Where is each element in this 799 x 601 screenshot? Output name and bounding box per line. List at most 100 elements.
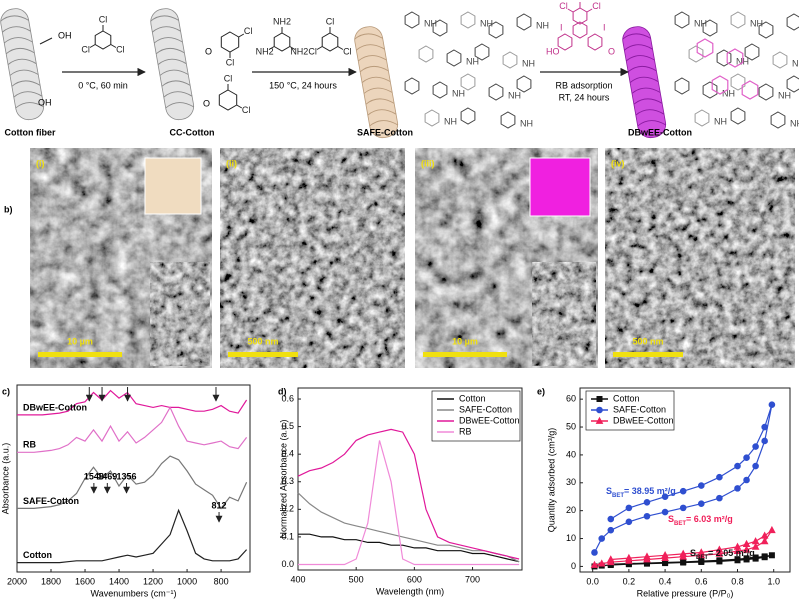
y-tick-label: 10 xyxy=(566,533,576,543)
x-tick-label: 600 xyxy=(407,574,422,584)
atom-label: O xyxy=(205,46,212,56)
fiber-stripe xyxy=(635,109,665,116)
fiber-stripe xyxy=(163,91,193,98)
atom-label: Cl xyxy=(242,105,251,115)
ring xyxy=(418,45,434,63)
y-tick-label: 0.6 xyxy=(281,393,294,403)
series-line xyxy=(17,389,248,416)
x-axis-label: Wavelength (nm) xyxy=(376,586,444,596)
bond xyxy=(316,46,323,50)
bond xyxy=(268,46,275,50)
step-label: DBwEE-Cotton xyxy=(628,127,692,137)
micrograph xyxy=(220,148,405,368)
marker xyxy=(734,556,741,563)
series-line xyxy=(17,508,248,564)
legend-label: SAFE-Cotton xyxy=(459,404,512,414)
fiber-stripe xyxy=(627,65,657,73)
x-tick-label: 1400 xyxy=(109,576,129,586)
ring xyxy=(694,109,710,127)
fiber-stripe xyxy=(7,58,37,65)
fiber-stripe xyxy=(2,26,31,33)
marker xyxy=(760,531,769,539)
atom-label: Cl xyxy=(326,16,335,26)
bond xyxy=(238,33,245,38)
x-tick-label: 1000 xyxy=(177,576,197,586)
bond xyxy=(586,8,593,13)
fiber-stripe xyxy=(363,87,393,94)
legend-label: DBwEE-Cotton xyxy=(459,415,520,425)
atom-label: NH xyxy=(790,118,799,128)
fiber-stripe xyxy=(357,55,387,62)
ring xyxy=(488,21,504,39)
y-tick-label: 0.5 xyxy=(281,421,294,431)
marker xyxy=(761,553,768,560)
x-tick-label: 0.8 xyxy=(731,576,744,586)
scale-bar-label: 10 µm xyxy=(67,336,93,346)
fiber-stripe xyxy=(3,37,33,44)
annotation-part: = 6.03 m²/g xyxy=(686,514,733,524)
ring xyxy=(94,30,112,50)
fiber-stripe xyxy=(13,91,43,98)
marker xyxy=(625,553,633,561)
inset-photo xyxy=(144,157,202,215)
legend-label: RB xyxy=(459,426,472,436)
bond xyxy=(567,8,574,13)
annotation: SBET= 2.05 m²/g xyxy=(690,548,755,560)
ring xyxy=(758,83,774,101)
atom-label: NH xyxy=(466,56,479,66)
ring xyxy=(730,107,746,125)
atom-label: NH xyxy=(694,18,707,28)
atom-label: Cl xyxy=(308,46,317,56)
ring xyxy=(460,73,476,91)
atom-label: NH2 xyxy=(256,46,274,56)
bond xyxy=(110,44,117,48)
marker xyxy=(607,515,615,523)
fiber xyxy=(622,26,667,139)
ring xyxy=(474,43,490,61)
marker xyxy=(751,537,760,545)
marker xyxy=(606,555,615,563)
ring xyxy=(696,38,714,58)
atom-label: NH xyxy=(522,58,535,68)
scale-bar xyxy=(228,352,298,357)
atom-label: NH2 xyxy=(290,46,308,56)
atom-label: Cl xyxy=(224,73,233,83)
peak-label: 1356 xyxy=(117,471,137,481)
atom-label: O xyxy=(608,46,615,56)
atom-label: NH xyxy=(424,18,437,28)
y-tick-label: 20 xyxy=(566,505,576,515)
micrograph-label: (iv) xyxy=(611,158,625,168)
ring xyxy=(404,77,420,95)
series-label: RB xyxy=(23,440,36,450)
series-line xyxy=(17,455,248,510)
ring xyxy=(502,51,518,69)
marker xyxy=(679,504,687,512)
marker xyxy=(697,548,706,556)
atom-label: NH xyxy=(714,116,727,126)
marker xyxy=(742,539,751,548)
legend-label: SAFE-Cotton xyxy=(613,404,666,414)
fiber-stripe xyxy=(625,55,655,62)
x-tick-label: 2000 xyxy=(7,576,27,586)
inset-sem xyxy=(531,261,597,367)
atom-label: Cl xyxy=(576,0,585,1)
y-axis-label: Absorbance (a.u.) xyxy=(0,443,10,515)
atom-label: NH xyxy=(536,20,549,30)
atom-label: NH xyxy=(520,118,533,128)
fiber-stripe xyxy=(359,65,389,73)
plot-frame xyxy=(579,387,791,573)
marker xyxy=(590,560,599,568)
atom-label: Cl xyxy=(559,1,568,11)
y-tick-label: 60 xyxy=(566,394,576,404)
ring xyxy=(786,75,799,93)
marker xyxy=(597,559,606,567)
marker xyxy=(595,416,604,424)
scale-bar-label: 500 nm xyxy=(632,336,663,346)
ring xyxy=(716,49,732,67)
x-tick-label: 0.4 xyxy=(659,576,672,586)
ring xyxy=(730,11,746,29)
atom-label: O xyxy=(203,98,210,108)
atom-label: Cl xyxy=(592,1,601,11)
ring xyxy=(432,19,448,37)
y-tick-label: 0.2 xyxy=(281,504,294,514)
